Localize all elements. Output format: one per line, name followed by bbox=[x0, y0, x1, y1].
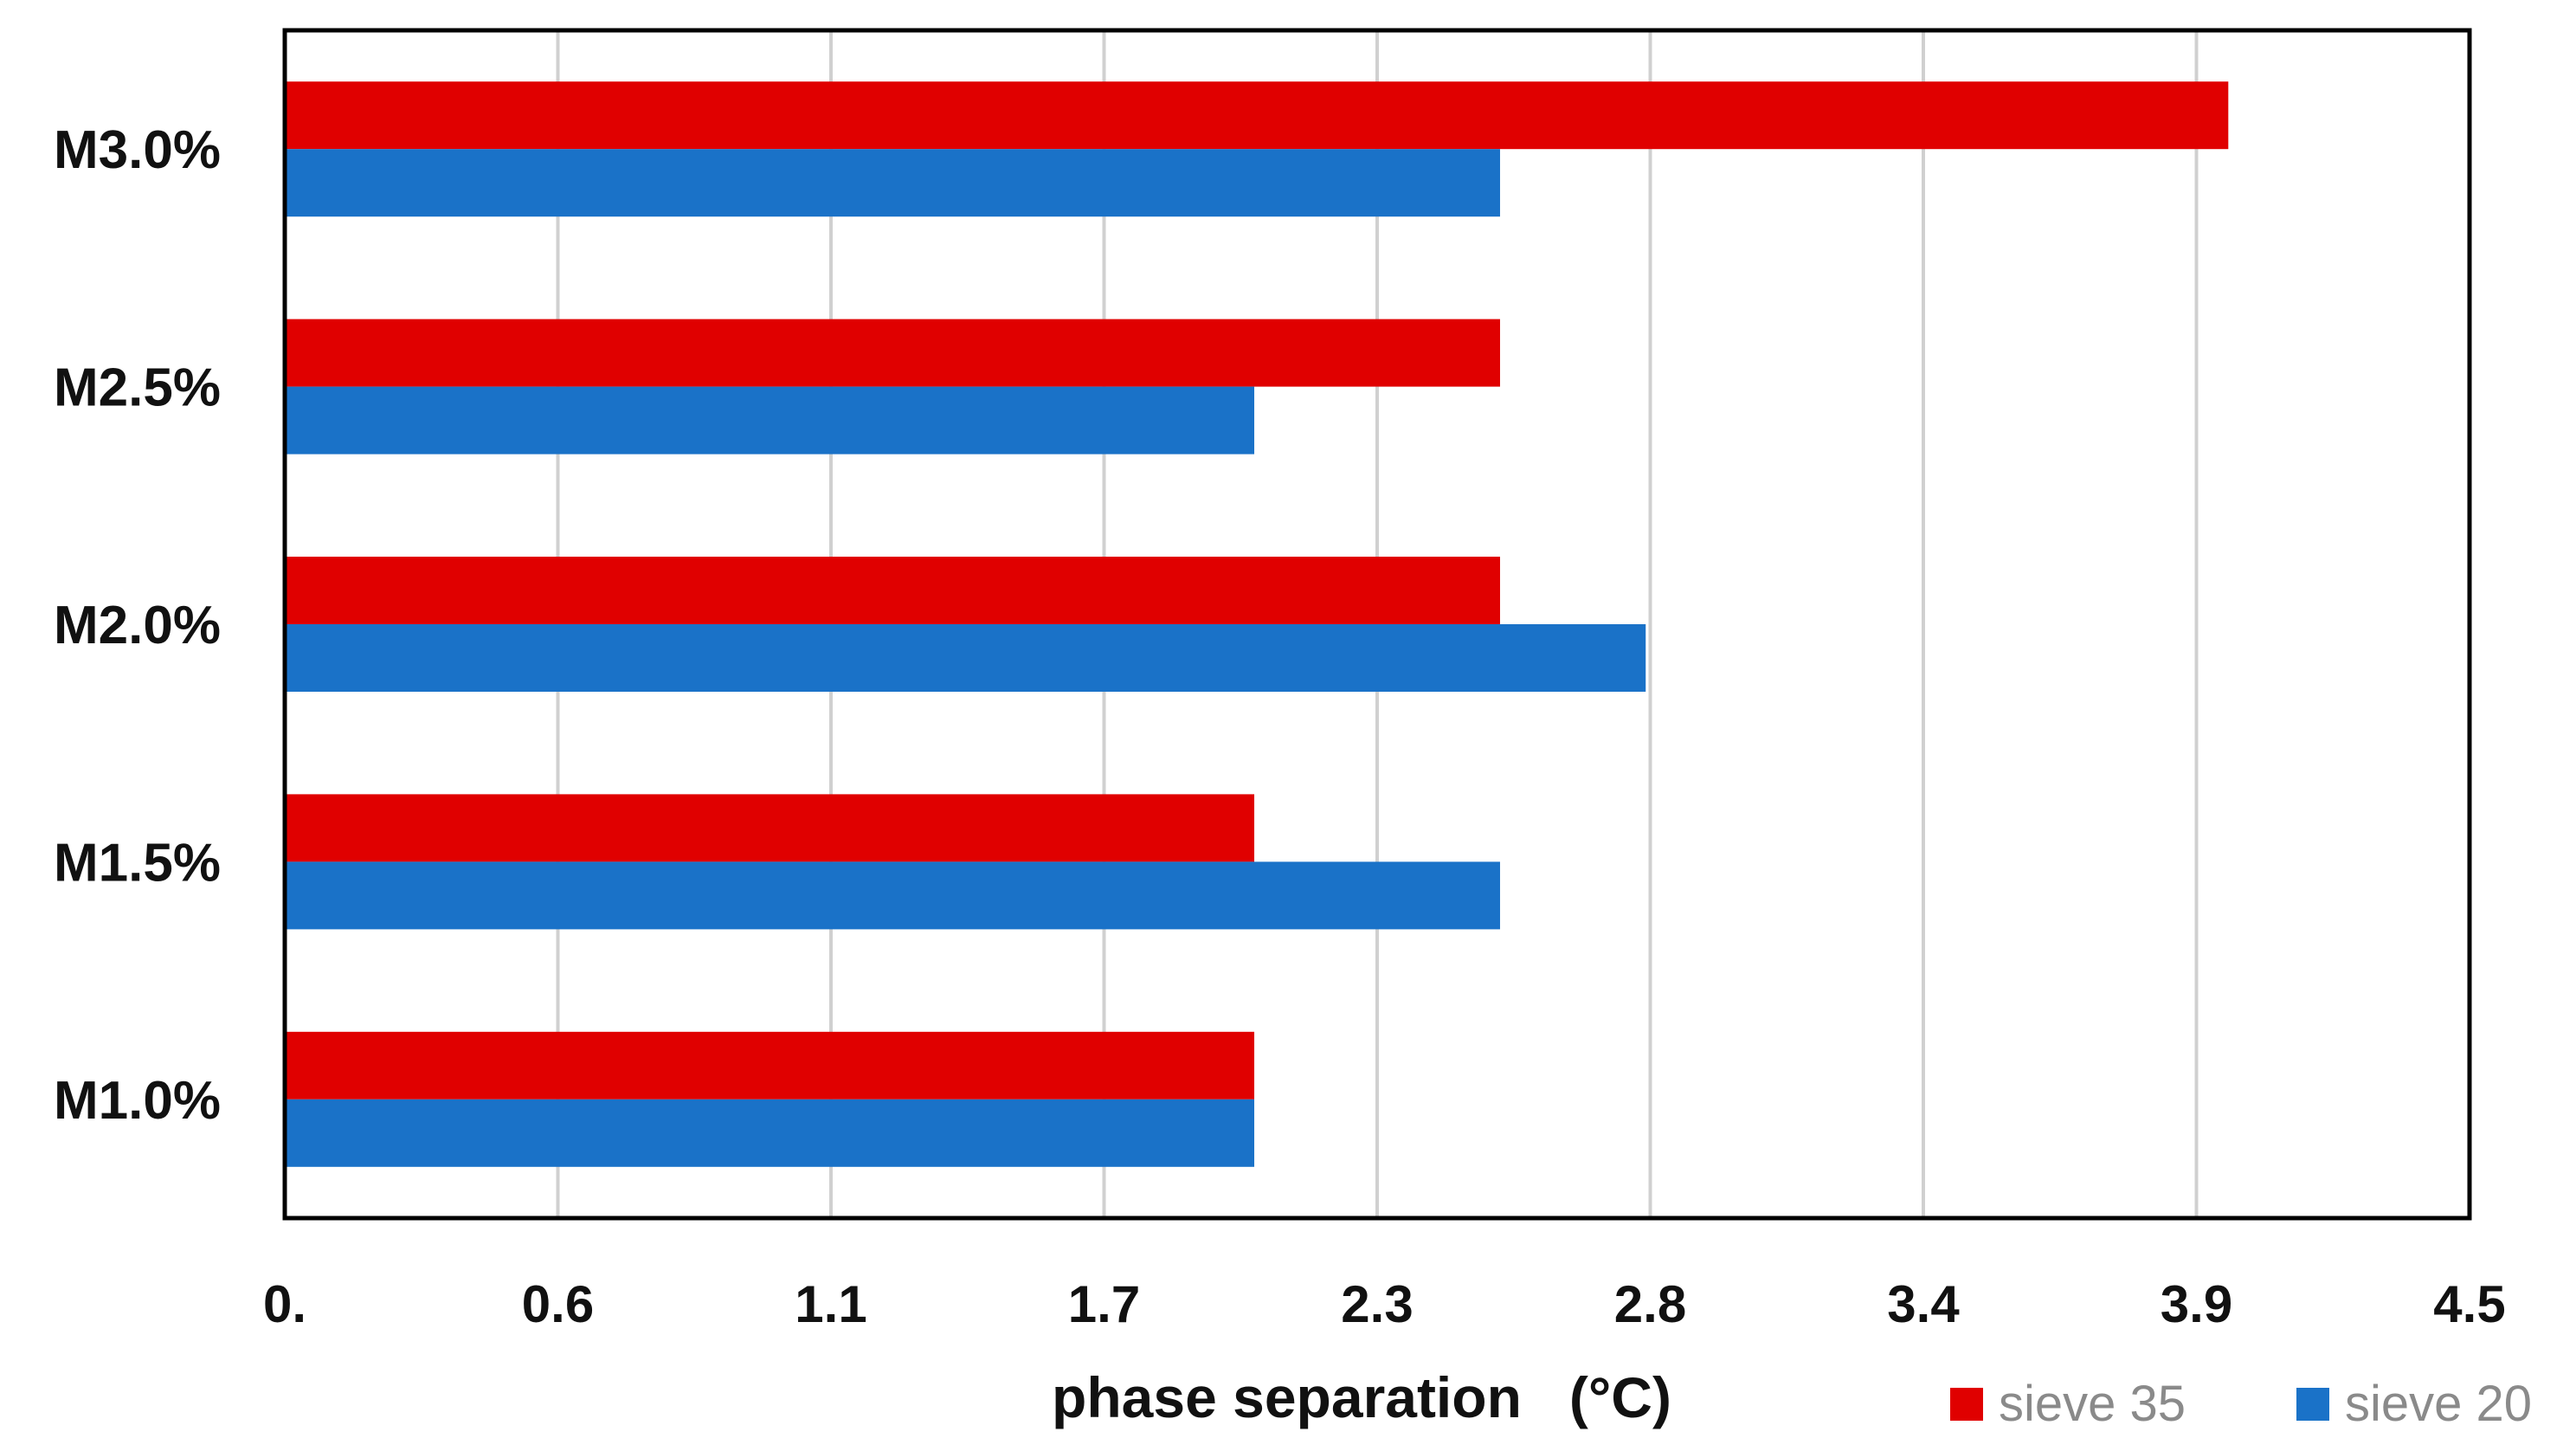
bar-sieve-20-M3.0% bbox=[285, 149, 1500, 217]
bar-sieve-20-M2.5% bbox=[285, 386, 1255, 455]
x-tick-labels: 0. 0.6 1.1 1.7 2.3 2.8 3.4 3.9 4.5 bbox=[263, 1275, 2506, 1333]
legend-label-sieve-35: sieve 35 bbox=[1999, 1376, 2186, 1432]
x-tick-label: 2.3 bbox=[1341, 1275, 1413, 1333]
x-tick-label: 1.7 bbox=[1068, 1275, 1140, 1333]
category-label: M3.0% bbox=[54, 120, 221, 180]
bar-sieve-20-M1.5% bbox=[285, 861, 1500, 930]
bar-sieve-20-M2.0% bbox=[285, 624, 1646, 692]
bar-sieve-35-M3.0% bbox=[285, 81, 2229, 150]
bar-sieve-35-M2.0% bbox=[285, 557, 1500, 624]
legend-label-sieve-20: sieve 20 bbox=[2345, 1376, 2532, 1432]
bars bbox=[285, 81, 2229, 1167]
x-tick-label: 4.5 bbox=[2433, 1275, 2505, 1333]
x-tick-label: 2.8 bbox=[1614, 1275, 1686, 1333]
legend-swatch-sieve-20 bbox=[2296, 1388, 2329, 1421]
category-label: M1.0% bbox=[54, 1071, 221, 1131]
category-label: M1.5% bbox=[54, 833, 221, 893]
x-tick-label: 0.6 bbox=[522, 1275, 594, 1333]
bar-sieve-35-M1.5% bbox=[285, 794, 1255, 862]
category-label: M2.5% bbox=[54, 358, 221, 418]
x-tick-label: 3.9 bbox=[2161, 1275, 2232, 1333]
plot-frame bbox=[282, 28, 2472, 1221]
category-label: M2.0% bbox=[54, 596, 221, 655]
bar-sieve-20-M1.0% bbox=[285, 1099, 1255, 1167]
bar-sieve-35-M1.0% bbox=[285, 1031, 1255, 1100]
bar-sieve-35-M2.5% bbox=[285, 319, 1500, 387]
legend-swatch-sieve-35 bbox=[1950, 1388, 1983, 1421]
x-tick-label: 1.1 bbox=[795, 1275, 866, 1333]
x-axis-title: phase separation (°C) bbox=[1052, 1365, 1671, 1429]
category-labels: M1.0% M1.5% M2.0% M2.5% M3.0% bbox=[54, 120, 221, 1131]
x-tick-label: 0. bbox=[263, 1275, 306, 1333]
legend[interactable]: sieve 35 sieve 20 bbox=[1950, 1376, 2532, 1432]
x-tick-label: 3.4 bbox=[1887, 1275, 1960, 1333]
